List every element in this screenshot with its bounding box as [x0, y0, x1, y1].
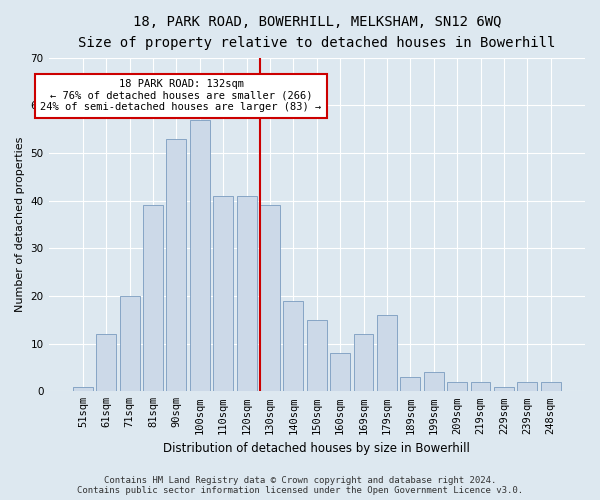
- Bar: [307, 320, 327, 392]
- Bar: [190, 120, 210, 392]
- Bar: [166, 138, 187, 392]
- Bar: [283, 301, 304, 392]
- Bar: [447, 382, 467, 392]
- Text: Contains HM Land Registry data © Crown copyright and database right 2024.
Contai: Contains HM Land Registry data © Crown c…: [77, 476, 523, 495]
- Bar: [353, 334, 373, 392]
- Bar: [424, 372, 443, 392]
- Bar: [97, 334, 116, 392]
- Bar: [213, 196, 233, 392]
- Text: 18 PARK ROAD: 132sqm
← 76% of detached houses are smaller (266)
24% of semi-deta: 18 PARK ROAD: 132sqm ← 76% of detached h…: [40, 79, 322, 112]
- Bar: [494, 386, 514, 392]
- Title: 18, PARK ROAD, BOWERHILL, MELKSHAM, SN12 6WQ
Size of property relative to detach: 18, PARK ROAD, BOWERHILL, MELKSHAM, SN12…: [78, 15, 556, 50]
- Bar: [400, 377, 420, 392]
- Bar: [470, 382, 490, 392]
- Bar: [73, 386, 93, 392]
- Y-axis label: Number of detached properties: Number of detached properties: [15, 137, 25, 312]
- Bar: [541, 382, 560, 392]
- X-axis label: Distribution of detached houses by size in Bowerhill: Distribution of detached houses by size …: [163, 442, 470, 455]
- Bar: [260, 206, 280, 392]
- Bar: [517, 382, 537, 392]
- Bar: [377, 315, 397, 392]
- Bar: [330, 353, 350, 392]
- Bar: [143, 206, 163, 392]
- Bar: [120, 296, 140, 392]
- Bar: [236, 196, 257, 392]
